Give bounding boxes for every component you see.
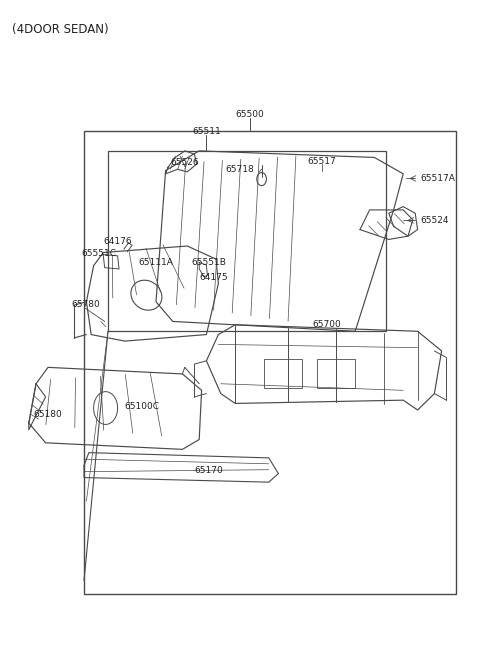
Text: 65100C: 65100C (124, 402, 159, 411)
Text: 65517: 65517 (307, 157, 336, 166)
Text: 65700: 65700 (312, 319, 341, 329)
Bar (108, 151, 386, 331)
Text: 65524: 65524 (420, 216, 448, 225)
Text: 64176: 64176 (103, 237, 132, 246)
Text: 65551B: 65551B (192, 258, 226, 267)
Bar (84, 131, 456, 594)
Text: 65780: 65780 (71, 300, 100, 309)
Text: 65551C: 65551C (82, 249, 117, 258)
Bar (317, 359, 355, 388)
Text: 64175: 64175 (199, 273, 228, 282)
Text: 65180: 65180 (34, 410, 62, 419)
Text: 65526: 65526 (170, 158, 199, 167)
Text: 65511: 65511 (192, 127, 221, 136)
Text: 65170: 65170 (194, 466, 223, 475)
Text: 65718: 65718 (226, 165, 254, 174)
Text: (4DOOR SEDAN): (4DOOR SEDAN) (12, 23, 108, 36)
Text: 65517A: 65517A (420, 174, 455, 183)
Text: 65500: 65500 (235, 110, 264, 119)
Bar (264, 359, 302, 388)
Text: 65111A: 65111A (139, 258, 173, 267)
